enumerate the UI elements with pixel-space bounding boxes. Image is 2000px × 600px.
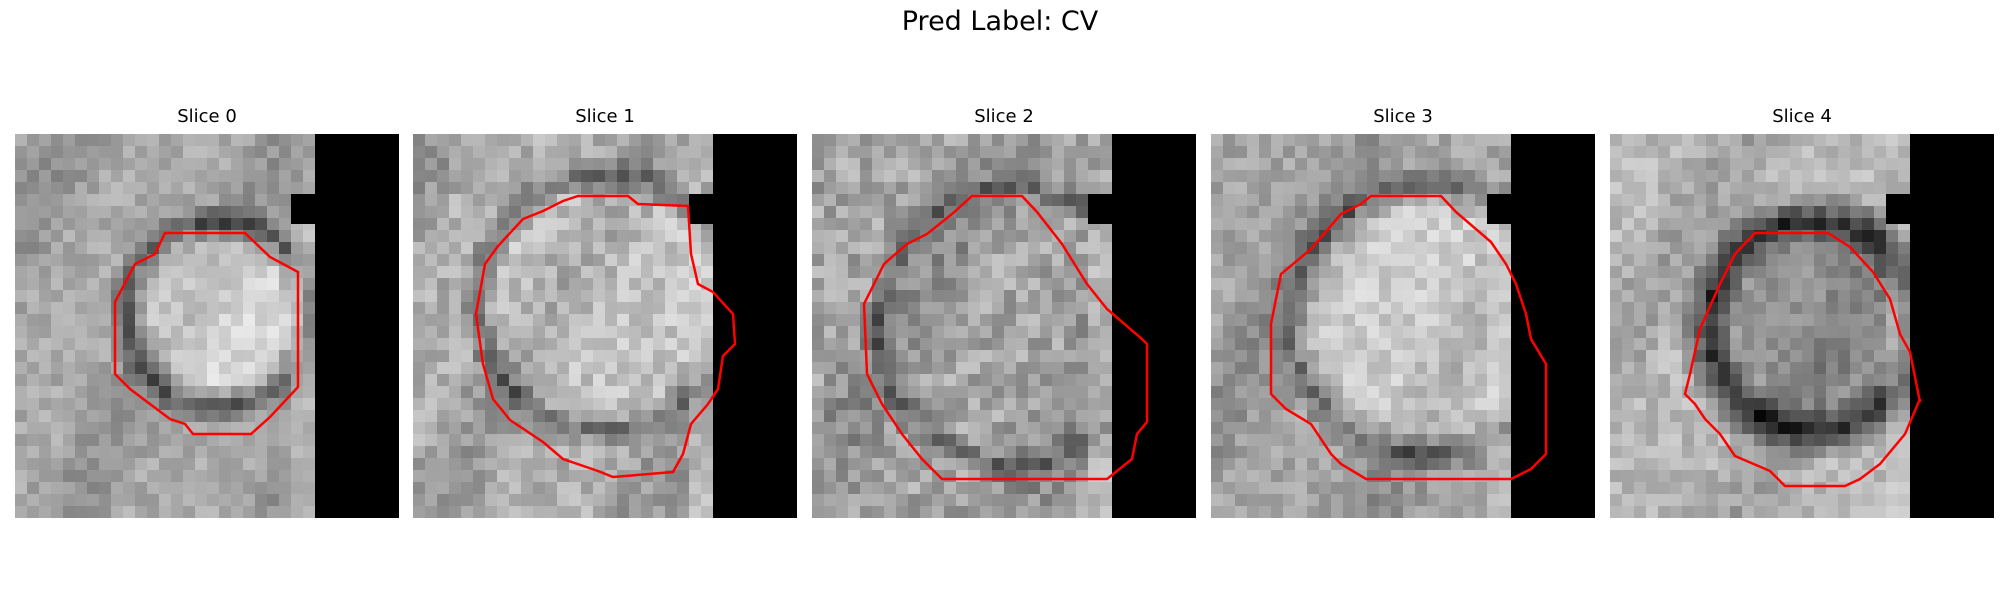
slice-panel-3: Slice 3 — [1211, 106, 1595, 526]
slice-image-0 — [15, 134, 399, 518]
slice-title-3: Slice 3 — [1373, 106, 1433, 127]
contour-3 — [1269, 194, 1548, 481]
image-mask-0 — [291, 134, 399, 518]
slice-title-1: Slice 1 — [575, 106, 635, 127]
contour-0 — [113, 231, 300, 436]
image-mask-4 — [1886, 134, 1994, 518]
slice-image-4 — [1610, 134, 1994, 518]
slice-title-0: Slice 0 — [177, 106, 237, 127]
figure-title: Pred Label: CV — [901, 6, 1099, 37]
contour-4 — [1683, 231, 1922, 488]
image-mask-3 — [1487, 134, 1595, 518]
contour-1 — [474, 194, 737, 479]
slice-title-4: Slice 4 — [1772, 106, 1832, 127]
slice-image-2 — [812, 134, 1196, 518]
slice-panel-1: Slice 1 — [413, 106, 797, 526]
contour-2 — [862, 194, 1149, 481]
slice-image-3 — [1211, 134, 1595, 518]
slice-title-2: Slice 2 — [974, 106, 1034, 127]
image-mask-1 — [689, 134, 797, 518]
slice-panel-4: Slice 4 — [1610, 106, 1994, 526]
slice-image-1 — [413, 134, 797, 518]
slice-panel-2: Slice 2 — [812, 106, 1196, 526]
image-mask-2 — [1088, 134, 1196, 518]
slice-panel-0: Slice 0 — [15, 106, 399, 526]
